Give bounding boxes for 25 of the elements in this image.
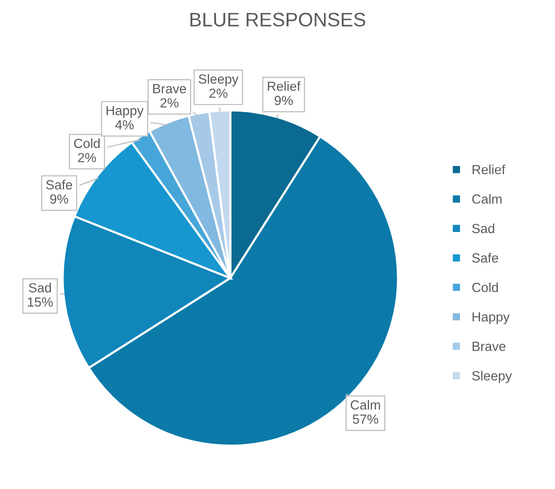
data-label: 2%: [78, 152, 96, 162]
legend-label: Cold: [472, 282, 498, 292]
data-label: 57%: [352, 414, 378, 424]
legend-label: Calm: [472, 194, 502, 204]
slice-label: Relief: [268, 81, 301, 91]
slice-label: Happy: [106, 106, 144, 118]
chart-title: BLUE RESPONSES: [190, 12, 366, 27]
legend-label: Happy: [472, 312, 510, 324]
legend-label: Relief: [472, 164, 506, 174]
slice-label: Brave: [153, 84, 186, 94]
legend-label: Sad: [472, 224, 494, 234]
data-label: 9%: [50, 194, 68, 204]
data-label: 15%: [28, 297, 53, 307]
slice-label: Sad: [28, 282, 51, 292]
legend-label: Sleepy: [472, 370, 512, 384]
slice-label: Cold: [74, 138, 100, 148]
legend-label: Safe: [472, 252, 498, 263]
slice-label: Calm: [350, 400, 380, 410]
data-label: 9%: [274, 96, 293, 106]
data-label: 2%: [160, 98, 178, 108]
slice-label: Safe: [46, 180, 72, 190]
slice-label: Sleepy: [198, 74, 238, 86]
data-label: 4%: [115, 120, 134, 130]
data-label: 2%: [209, 88, 228, 98]
legend-label: Brave: [472, 342, 506, 352]
